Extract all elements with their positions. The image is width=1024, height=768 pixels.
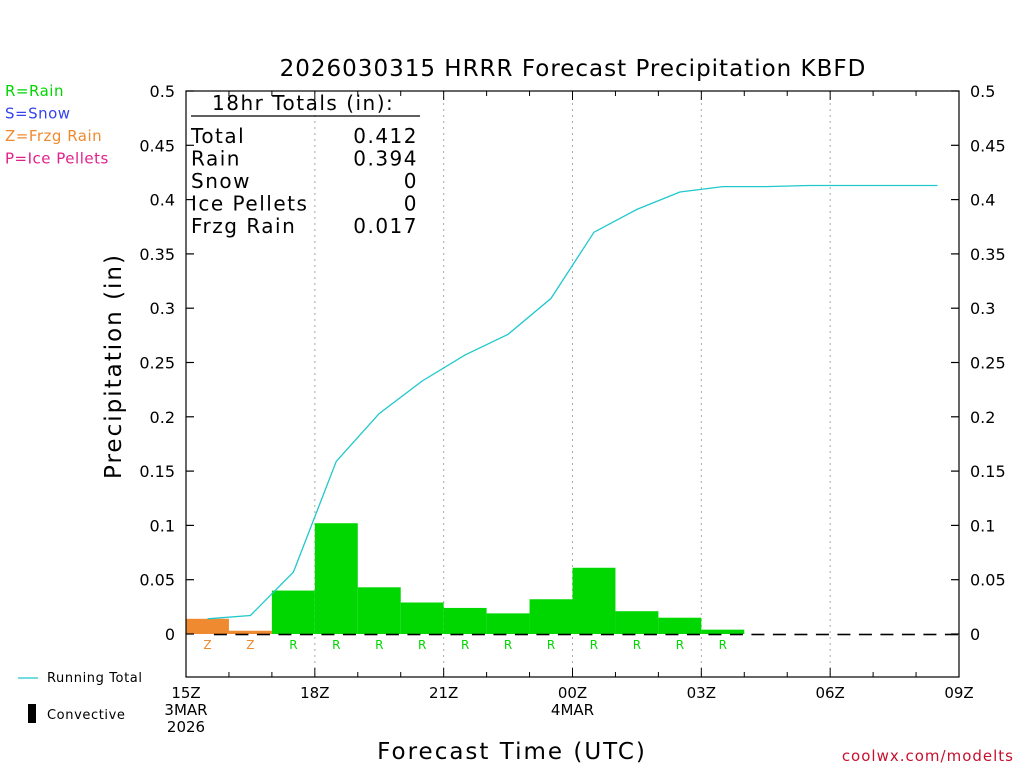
y-tick-label-right: 0.1 — [970, 516, 995, 535]
running-total-legend-label: Running Total — [47, 671, 143, 686]
x-tick-label: 03Z — [687, 684, 716, 702]
y-axis-label: Precipitation (in) — [101, 253, 127, 479]
x-tick-label: 15Z — [171, 684, 200, 702]
y-tick-label: 0.1 — [150, 516, 175, 535]
precip-bar — [271, 590, 315, 634]
precip-type-legend: R=Rain S=Snow Z=Frzg Rain P=Ice Pellets — [5, 82, 109, 168]
y-tick-label: 0.35 — [139, 245, 175, 264]
x-tick-label: 00Z — [558, 684, 587, 702]
totals-row-value: 0 — [404, 169, 418, 193]
totals-row-value: 0 — [404, 192, 418, 216]
precip-bar — [658, 617, 702, 634]
precip-type-label: R — [418, 638, 426, 652]
y-tick-label: 0.5 — [150, 82, 175, 101]
y-tick-label: 0.05 — [139, 571, 175, 590]
y-tick-label: 0.2 — [150, 408, 175, 427]
precip-type-label: R — [633, 638, 641, 652]
totals-box: 18hr Totals (in): Total 0.412 Rain 0.394 Sno… — [190, 91, 420, 238]
y-tick-label-right: 0.3 — [970, 299, 995, 318]
totals-row-label: Total — [190, 124, 245, 148]
precip-bar — [701, 629, 745, 634]
precip-type-label: R — [547, 638, 555, 652]
convective-legend-swatch — [28, 704, 36, 723]
y-tick-labels: 0 00.05 0.050.1 0.10.15 0.150.2 0.20.25 0.250.… — [139, 82, 1005, 644]
y-tick-label-right: 0.05 — [970, 571, 1006, 590]
chart-title: 2026030315 HRRR Forecast Precipitation K… — [280, 56, 867, 82]
precip-bar — [314, 523, 358, 634]
totals-row-value: 0.017 — [353, 214, 418, 238]
y-tick-label-right: 0 — [970, 625, 980, 644]
y-tick-label-right: 0.4 — [970, 191, 995, 210]
x-tick-label: 3MAR — [164, 701, 207, 719]
x-tick-label: 09Z — [944, 684, 973, 702]
precip-bar — [357, 587, 401, 634]
precip-type-label: R — [289, 638, 297, 652]
type-legend-item: S=Snow — [5, 105, 71, 123]
credit-text: coolwx.com/modelts — [842, 747, 1014, 765]
precip-type-label: R — [676, 638, 684, 652]
y-tick-label: 0.4 — [150, 191, 175, 210]
x-tick-label: 21Z — [429, 684, 458, 702]
totals-row-label: Frzg Rain — [191, 214, 296, 238]
x-tick-label: 18Z — [300, 684, 329, 702]
x-tick-label: 06Z — [815, 684, 844, 702]
totals-rows: Total 0.412 Rain 0.394 Snow 0 Ice Pellets 0 Frzg… — [190, 124, 418, 238]
y-tick-label-right: 0.45 — [970, 136, 1006, 155]
precip-bar — [572, 567, 616, 634]
totals-row-value: 0.394 — [353, 147, 418, 171]
precip-bar — [228, 630, 272, 634]
x-tick-label: 2026 — [167, 718, 205, 736]
type-legend-item: P=Ice Pellets — [5, 150, 109, 168]
precip-type-label: R — [461, 638, 469, 652]
running-total-series — [207, 184, 938, 620]
totals-row-label: Snow — [191, 169, 251, 193]
precip-bar — [486, 613, 530, 634]
totals-row-label: Rain — [191, 147, 241, 171]
plot-frame — [185, 90, 960, 678]
precip-bars — [186, 523, 745, 634]
totals-row-value: 0.412 — [353, 124, 418, 148]
y-tick-label: 0.3 — [150, 299, 175, 318]
x-tick-label: 4MAR — [551, 701, 594, 719]
precip-bar — [186, 618, 229, 634]
precip-type-label: R — [719, 638, 727, 652]
running-total-line — [207, 184, 938, 620]
type-legend-item: R=Rain — [5, 82, 64, 100]
type-legend-item: Z=Frzg Rain — [5, 127, 102, 145]
y-tick-label-right: 0.2 — [970, 408, 995, 427]
totals-row-label: Ice Pellets — [191, 192, 308, 216]
y-tick-label: 0.15 — [139, 462, 175, 481]
y-tick-label-right: 0.15 — [970, 462, 1006, 481]
bottom-legend: Running Total Convective — [18, 671, 143, 723]
precip-type-label: R — [332, 638, 340, 652]
precip-bar — [529, 599, 573, 634]
convective-legend-label: Convective — [47, 708, 126, 723]
x-axis-label: Forecast Time (UTC) — [377, 739, 647, 765]
y-tick-label: 0 — [165, 625, 175, 644]
y-tick-label: 0.25 — [139, 354, 175, 373]
precip-type-label: Z — [203, 638, 211, 652]
precip-bar — [443, 607, 487, 634]
precip-type-label: R — [590, 638, 598, 652]
precip-type-label: Z — [246, 638, 254, 652]
y-tick-label-right: 0.35 — [970, 245, 1006, 264]
y-tick-label: 0.45 — [139, 136, 175, 155]
totals-header: 18hr Totals (in): — [212, 91, 394, 115]
precip-type-label: R — [504, 638, 512, 652]
precip-bar — [615, 611, 659, 634]
y-tick-label-right: 0.5 — [970, 82, 995, 101]
precip-bar — [400, 602, 444, 634]
y-tick-label-right: 0.25 — [970, 354, 1006, 373]
precip-type-label: R — [375, 638, 383, 652]
